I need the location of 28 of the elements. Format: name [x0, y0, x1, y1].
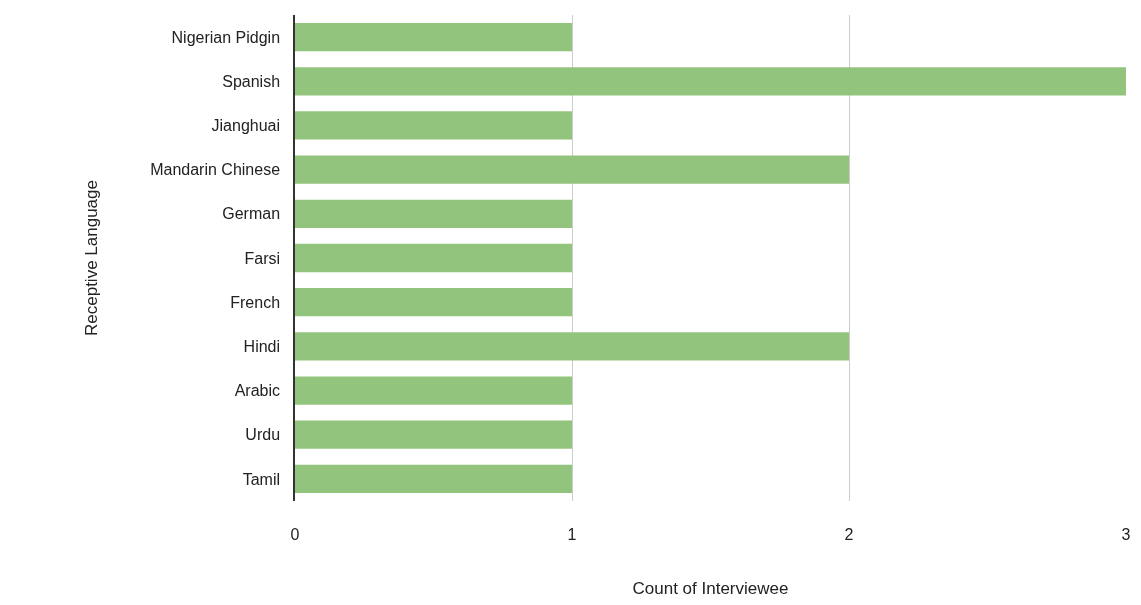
y-tick-label: Jianghuai	[211, 117, 281, 135]
x-tick-label: 3	[1121, 526, 1131, 543]
y-tick-label: Urdu	[245, 426, 281, 444]
y-axis-title: Receptive Language	[82, 180, 102, 336]
y-tick-label: Nigerian Pidgin	[171, 28, 281, 46]
y-tick-label: Tamil	[242, 470, 281, 488]
y-tick-label: Hindi	[243, 337, 281, 355]
bar	[295, 67, 1126, 96]
y-tick-label: French	[230, 293, 281, 311]
x-tick-label: 0	[290, 526, 300, 543]
bar	[295, 243, 572, 273]
bar	[295, 376, 572, 405]
y-tick-label: German	[222, 205, 281, 223]
y-tick-label: Farsi	[244, 249, 281, 267]
x-tick-label: 2	[844, 526, 854, 543]
bar	[295, 199, 572, 228]
bar	[295, 22, 572, 52]
bar	[295, 155, 849, 184]
x-axis-title: Count of Interviewee	[632, 579, 789, 599]
y-tick-label: Arabic	[234, 382, 281, 400]
bar	[295, 464, 572, 494]
x-tick-label: 1	[567, 526, 577, 543]
bar	[295, 420, 572, 449]
y-tick-label: Mandarin Chinese	[150, 161, 281, 179]
bar	[295, 332, 849, 361]
bar	[295, 111, 572, 140]
bar	[295, 288, 572, 317]
y-tick-label: Spanish	[222, 72, 281, 90]
